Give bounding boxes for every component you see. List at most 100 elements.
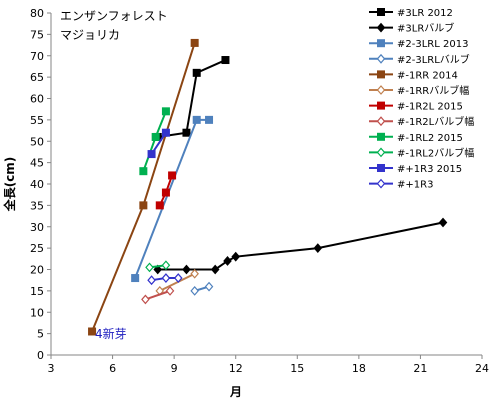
data-point [173, 273, 183, 283]
x-ticks: 3 6 9 12 15 18 21 24 [48, 355, 489, 375]
data-point [155, 201, 164, 210]
series-12 [147, 273, 183, 286]
y-tick-label: 25 [30, 242, 44, 255]
series-line [159, 272, 196, 292]
data-point [438, 217, 448, 228]
y-tick-label: 65 [30, 71, 44, 84]
data-point [88, 327, 97, 336]
legend-item: #-1RRバルブ幅 [369, 84, 469, 97]
data-point [192, 68, 201, 77]
data-point [182, 128, 191, 137]
legend-swatch-marker [377, 132, 385, 141]
annotation-cultivar: エンザンフォレスト [60, 9, 168, 23]
x-tick-label: 18 [352, 362, 366, 375]
legend-label: #-1RL2バルブ幅 [397, 146, 474, 159]
data-point [139, 167, 148, 176]
legend-item: #2-3LRLバルブ [369, 53, 470, 66]
legend-swatch-marker [376, 85, 386, 95]
series-5 [88, 38, 199, 336]
legend-swatch-marker [377, 8, 385, 16]
series-line [145, 289, 171, 301]
data-point [192, 115, 201, 124]
y-tick-label: 20 [30, 264, 44, 277]
data-point [161, 260, 171, 271]
series-6 [155, 268, 199, 296]
y-tick-label: 35 [30, 199, 44, 212]
series-4 [190, 281, 214, 296]
plot-area: 3 6 9 12 15 18 21 24 0 5 10 15 20 25 30 35 40 45 50 55 60 65… [30, 7, 489, 375]
legend-swatch-marker [377, 101, 385, 110]
legend-label: #2-3LRL 2013 [397, 39, 468, 50]
x-tick-label: 3 [48, 362, 55, 375]
data-point [147, 150, 156, 159]
series-8 [141, 285, 175, 305]
x-tick-label: 6 [109, 362, 116, 375]
series-11 [147, 128, 170, 159]
x-tick-label: 21 [413, 362, 427, 375]
legend-item: #+1R3 2015 [369, 164, 462, 175]
data-point [168, 171, 177, 180]
data-point [161, 273, 171, 283]
y-tick-label: 10 [30, 306, 44, 319]
legend-item: #-1RL2 2015 [369, 132, 463, 144]
legend-swatch-marker [376, 147, 386, 158]
data-point [190, 285, 199, 296]
legend-item: #2-3LRL 2013 [369, 39, 468, 50]
data-point [313, 243, 323, 254]
y-tick-label: 55 [30, 114, 44, 127]
data-point [165, 285, 175, 296]
y-tick-label: 40 [30, 178, 44, 191]
data-point [231, 251, 241, 262]
data-point [139, 201, 148, 210]
y-tick-label: 60 [30, 93, 44, 106]
legend-label: #3LRバルブ [397, 22, 454, 35]
data-point [145, 262, 154, 273]
data-point [221, 56, 230, 65]
data-point [147, 275, 156, 286]
legend-item: #+1R3 [369, 178, 433, 191]
legend-label: #+1R3 [397, 180, 433, 191]
y-tick-label: 30 [30, 221, 44, 234]
data-point [131, 274, 140, 283]
legend-swatch-marker [377, 39, 385, 48]
data-point [204, 281, 214, 292]
x-tick-label: 15 [290, 362, 304, 375]
legend-label: #2-3LRLバルブ [397, 53, 470, 66]
legend-swatch-marker [376, 116, 386, 127]
y-axis-title: 全長(cm) [2, 157, 17, 213]
x-axis-title: 月 [229, 385, 242, 399]
legend-item: #-1R2L 2015 [369, 101, 463, 113]
legend-item: #-1RR 2014 [369, 70, 458, 81]
y-ticks: 0 5 10 15 20 25 30 35 40 45 50 55 60 65 70 75 80 [30, 7, 51, 362]
series-line [157, 59, 226, 138]
data-point [151, 132, 160, 141]
data-point [190, 268, 199, 279]
data-point [161, 188, 170, 197]
data-point [190, 38, 199, 47]
data-point [210, 264, 220, 275]
legend-item: #3LR 2012 [369, 8, 453, 19]
legend-swatch-marker [377, 70, 385, 79]
x-tick-label: 12 [229, 362, 243, 375]
data-point [161, 107, 170, 116]
legend-swatch-marker [377, 164, 385, 172]
annotation-variety: マジョリカ [60, 28, 120, 42]
legend-label: #-1RRバルブ幅 [397, 84, 469, 97]
legend-label: #+1R3 2015 [397, 164, 462, 175]
annotation-new-shoot: 4新芽 [95, 326, 127, 341]
y-tick-label: 70 [30, 50, 44, 63]
data-point [161, 128, 170, 137]
data-point [205, 115, 214, 124]
y-tick-label: 75 [30, 28, 44, 41]
series-10 [145, 260, 171, 273]
y-tick-label: 45 [30, 157, 44, 170]
data-point [223, 256, 232, 266]
series-layer [88, 38, 448, 336]
y-tick-label: 50 [30, 135, 44, 148]
legend-label: #-1R2L 2015 [397, 102, 463, 113]
legend-swatch-marker [376, 53, 386, 64]
y-tick-label: 80 [30, 7, 44, 20]
y-tick-label: 0 [37, 349, 44, 362]
y-tick-label: 15 [30, 285, 44, 298]
